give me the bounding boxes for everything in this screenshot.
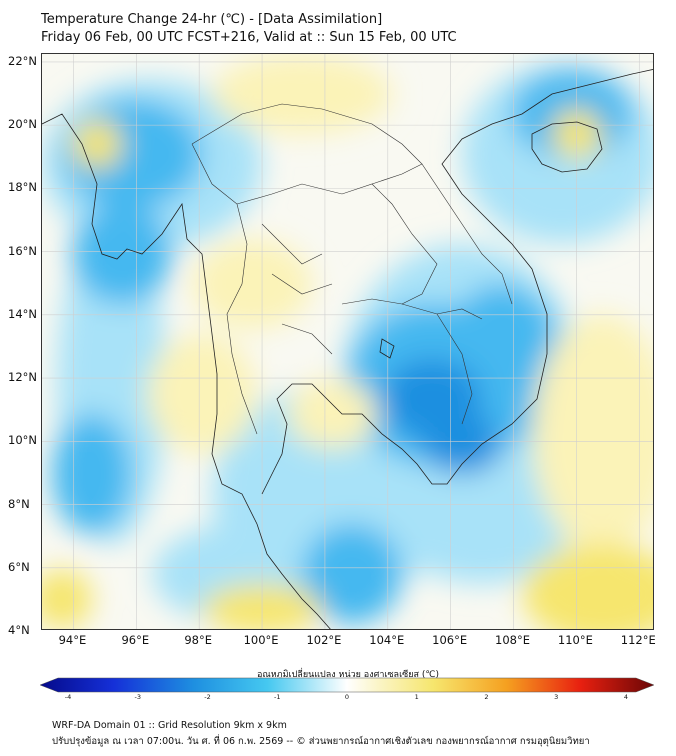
lat-tick-label: 4°N — [8, 623, 30, 637]
colorbar-tick-label: 3 — [554, 693, 559, 701]
lon-tick-label: 104°E — [369, 633, 405, 647]
coastlines — [42, 69, 653, 629]
lon-tick-label: 110°E — [557, 633, 593, 647]
warm-area-se-corner — [522, 544, 653, 629]
cool-area-borneo-sea — [392, 464, 572, 584]
country-borders — [191, 103, 513, 435]
warm-area-thailand-center — [192, 239, 312, 329]
border-china — [191, 103, 423, 165]
coastline-phu-quoc — [379, 338, 395, 359]
lon-tick-label: 106°E — [432, 633, 468, 647]
border-thailand-laos — [236, 183, 438, 305]
border-cambodia-vietnam — [436, 313, 473, 425]
warm-area-andaman — [147, 334, 257, 454]
map-panel — [41, 53, 654, 630]
colorbar-tick-label: 2 — [484, 693, 489, 701]
colorbar-title: อุณหภูมิเปลี่ยนแปลง หน่วย องศาเซลเซียส (… — [256, 670, 440, 680]
temperature-change-map — [42, 54, 653, 629]
warm-area-gulf — [287, 379, 377, 449]
warm-spot-bay — [72, 119, 122, 169]
coastline-mainland — [42, 113, 331, 629]
lon-tick-label: 108°E — [495, 633, 531, 647]
border-myanmar-thailand — [191, 143, 258, 435]
lat-tick-label: 20°N — [8, 117, 37, 132]
lon-tick-label: 100°E — [243, 633, 279, 647]
chart-subtitle: Friday 06 Feb, 00 UTC FCST+216, Valid at… — [41, 30, 457, 45]
cool-mid-west-sea — [52, 414, 132, 534]
cool-strong-mekong-delta — [422, 414, 502, 474]
colorbar-tick-label: -1 — [274, 693, 281, 701]
colorbar-tick-label: -3 — [134, 693, 141, 701]
chart-title: Temperature Change 24-hr (℃) - [Data Ass… — [41, 12, 383, 27]
lon-tick-label: 96°E — [121, 633, 150, 647]
colorbar-tick-label: -2 — [204, 693, 211, 701]
lon-tick-label: 112°E — [620, 633, 656, 647]
footer-credit: ปรับปรุงข้อมูล ณ เวลา 07:00น. วัน ศ. ที่… — [52, 736, 590, 747]
lat-tick-label: 6°N — [8, 559, 30, 574]
footer-model-info: WRF-DA Domain 01 :: Grid Resolution 9km … — [52, 720, 287, 731]
border-thailand-cambodia — [341, 298, 483, 320]
cool-mid-south — [302, 524, 402, 624]
lat-tick-label: 14°N — [8, 306, 37, 321]
warm-spot-hainan — [552, 109, 602, 159]
lat-tick-label: 12°N — [8, 370, 37, 385]
warm-area-east-sea — [532, 314, 653, 554]
border-laos-vietnam — [371, 163, 513, 305]
colorbar-tick-label: 1 — [414, 693, 419, 701]
colorbar-ramp — [39, 677, 655, 693]
colorbar — [39, 677, 655, 693]
lon-tick-label: 94°E — [58, 633, 87, 647]
lon-tick-label: 98°E — [184, 633, 212, 647]
coastline-gulf-thailand — [261, 69, 653, 495]
temperature-field — [42, 54, 653, 629]
lat-tick-label: 10°N — [8, 433, 37, 448]
lat-tick-label: 16°N — [8, 243, 37, 258]
provinces-thailand — [261, 223, 333, 355]
colorbar-tick-label: 0 — [344, 693, 350, 701]
lon-tick-label: 102°E — [306, 633, 342, 647]
coastline-hainan — [531, 121, 603, 173]
warm-spot-sw — [42, 569, 92, 629]
colorbar-tick-label: -4 — [64, 693, 72, 701]
colorbar-tick-label: 4 — [623, 693, 629, 701]
lat-tick-label: 18°N — [8, 180, 37, 195]
lat-tick-label: 8°N — [8, 496, 30, 511]
lat-tick-label: 22°N — [8, 53, 37, 68]
warm-area-north — [212, 54, 392, 134]
